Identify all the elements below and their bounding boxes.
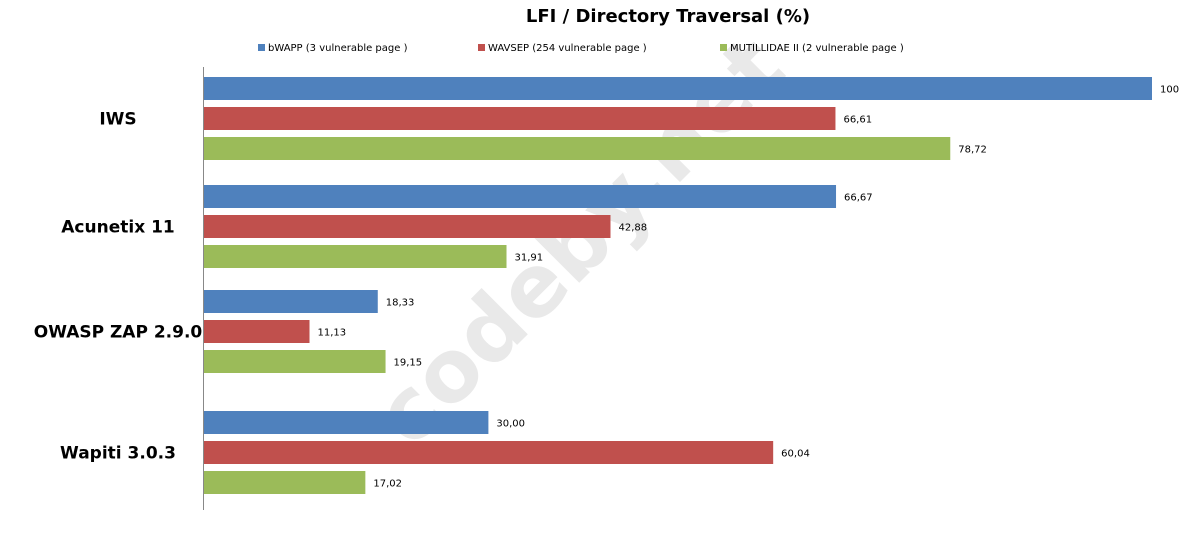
value-label-3-1: 60,04	[781, 449, 810, 460]
bar-3-0	[204, 411, 489, 434]
bar-3-2	[204, 471, 366, 494]
category-label-3: Wapiti 3.0.3	[60, 444, 176, 464]
value-label-0-2: 78,72	[958, 145, 987, 156]
bars: IWS 100 66,61 78,72 Acunetix 11 66,67 42,88 31,…	[34, 77, 1179, 494]
value-label-2-2: 19,15	[394, 358, 423, 369]
bar-1-1	[204, 215, 611, 238]
bar-2-0	[204, 290, 378, 313]
bar-1-2	[204, 245, 507, 268]
value-label-1-2: 31,91	[515, 253, 544, 264]
legend-swatch-1	[478, 44, 485, 51]
bar-2-2	[204, 350, 386, 373]
value-label-2-1: 11,13	[318, 328, 347, 339]
legend: bWAPP (3 vulnerable page ) WAVSEP (254 vu…	[258, 43, 904, 54]
value-label-2-0: 18,33	[386, 298, 415, 309]
value-label-0-0: 100	[1160, 85, 1179, 96]
bar-2-1	[204, 320, 310, 343]
value-label-3-0: 30,00	[496, 419, 525, 430]
legend-label-0: bWAPP (3 vulnerable page )	[268, 43, 408, 54]
legend-swatch-2	[720, 44, 727, 51]
chart-title: LFI / Directory Traversal (%)	[526, 6, 810, 27]
bar-0-2	[204, 137, 951, 160]
value-label-1-0: 66,67	[844, 193, 873, 204]
bar-1-0	[204, 185, 837, 208]
category-label-2: OWASP ZAP 2.9.0	[34, 323, 203, 343]
bar-0-0	[204, 77, 1152, 100]
value-label-3-2: 17,02	[373, 479, 402, 490]
legend-swatch-0	[258, 44, 265, 51]
bar-3-1	[204, 441, 774, 464]
bar-0-1	[204, 107, 836, 130]
legend-label-1: WAVSEP (254 vulnerable page )	[488, 43, 647, 54]
category-label-1: Acunetix 11	[61, 218, 174, 238]
value-label-0-1: 66,61	[843, 115, 872, 126]
category-label-0: IWS	[99, 110, 136, 130]
legend-label-2: MUTILLIDAE II (2 vulnerable page )	[730, 43, 904, 54]
value-label-1-1: 42,88	[619, 223, 648, 234]
